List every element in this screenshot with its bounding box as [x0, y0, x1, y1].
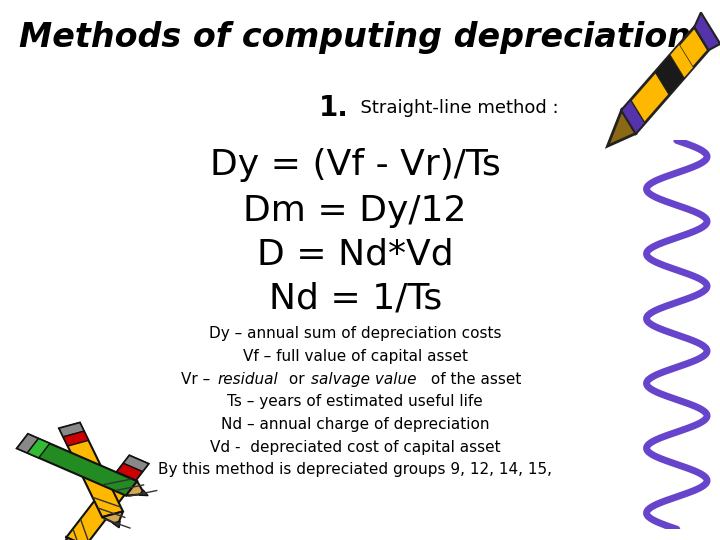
- Text: Nd – annual charge of depreciation: Nd – annual charge of depreciation: [221, 417, 490, 432]
- Text: or: or: [284, 372, 310, 387]
- Text: Dy – annual sum of depreciation costs: Dy – annual sum of depreciation costs: [209, 326, 501, 341]
- Text: By this method is depreciated groups 9, 12, 14, 15,: By this method is depreciated groups 9, …: [158, 462, 552, 477]
- Text: 1.: 1.: [319, 94, 349, 122]
- Polygon shape: [117, 463, 143, 480]
- Text: Vf – full value of capital asset: Vf – full value of capital asset: [243, 349, 468, 364]
- Polygon shape: [27, 438, 50, 458]
- Polygon shape: [59, 423, 123, 517]
- Text: Ts – years of estimated useful life: Ts – years of estimated useful life: [228, 394, 483, 409]
- Text: Vr –: Vr –: [181, 372, 215, 387]
- Polygon shape: [139, 490, 148, 496]
- Text: salvage value: salvage value: [312, 372, 417, 387]
- Polygon shape: [123, 455, 148, 471]
- Polygon shape: [112, 521, 120, 528]
- Text: Methods of computing depreciation: Methods of computing depreciation: [19, 21, 691, 55]
- Polygon shape: [621, 100, 645, 133]
- Polygon shape: [17, 434, 38, 453]
- Text: Dy = (Vf - Vr)/Ts: Dy = (Vf - Vr)/Ts: [210, 148, 500, 181]
- Polygon shape: [608, 110, 636, 146]
- Text: residual: residual: [218, 372, 279, 387]
- Text: D = Nd*Vd: D = Nd*Vd: [257, 238, 454, 272]
- Text: Straight-line method :: Straight-line method :: [349, 99, 559, 117]
- Polygon shape: [17, 434, 137, 496]
- Text: Dm = Dy/12: Dm = Dy/12: [243, 194, 467, 227]
- Polygon shape: [59, 423, 84, 437]
- Text: Vd -  depreciated cost of capital asset: Vd - depreciated cost of capital asset: [210, 440, 500, 455]
- Polygon shape: [102, 511, 123, 525]
- Polygon shape: [670, 44, 693, 78]
- Polygon shape: [655, 55, 684, 95]
- Polygon shape: [694, 12, 720, 50]
- Polygon shape: [66, 537, 86, 540]
- Text: of the asset: of the asset: [426, 372, 521, 387]
- Polygon shape: [63, 431, 89, 446]
- Polygon shape: [126, 481, 145, 496]
- Polygon shape: [621, 27, 708, 133]
- Text: Nd = 1/Ts: Nd = 1/Ts: [269, 281, 442, 315]
- Polygon shape: [66, 455, 148, 540]
